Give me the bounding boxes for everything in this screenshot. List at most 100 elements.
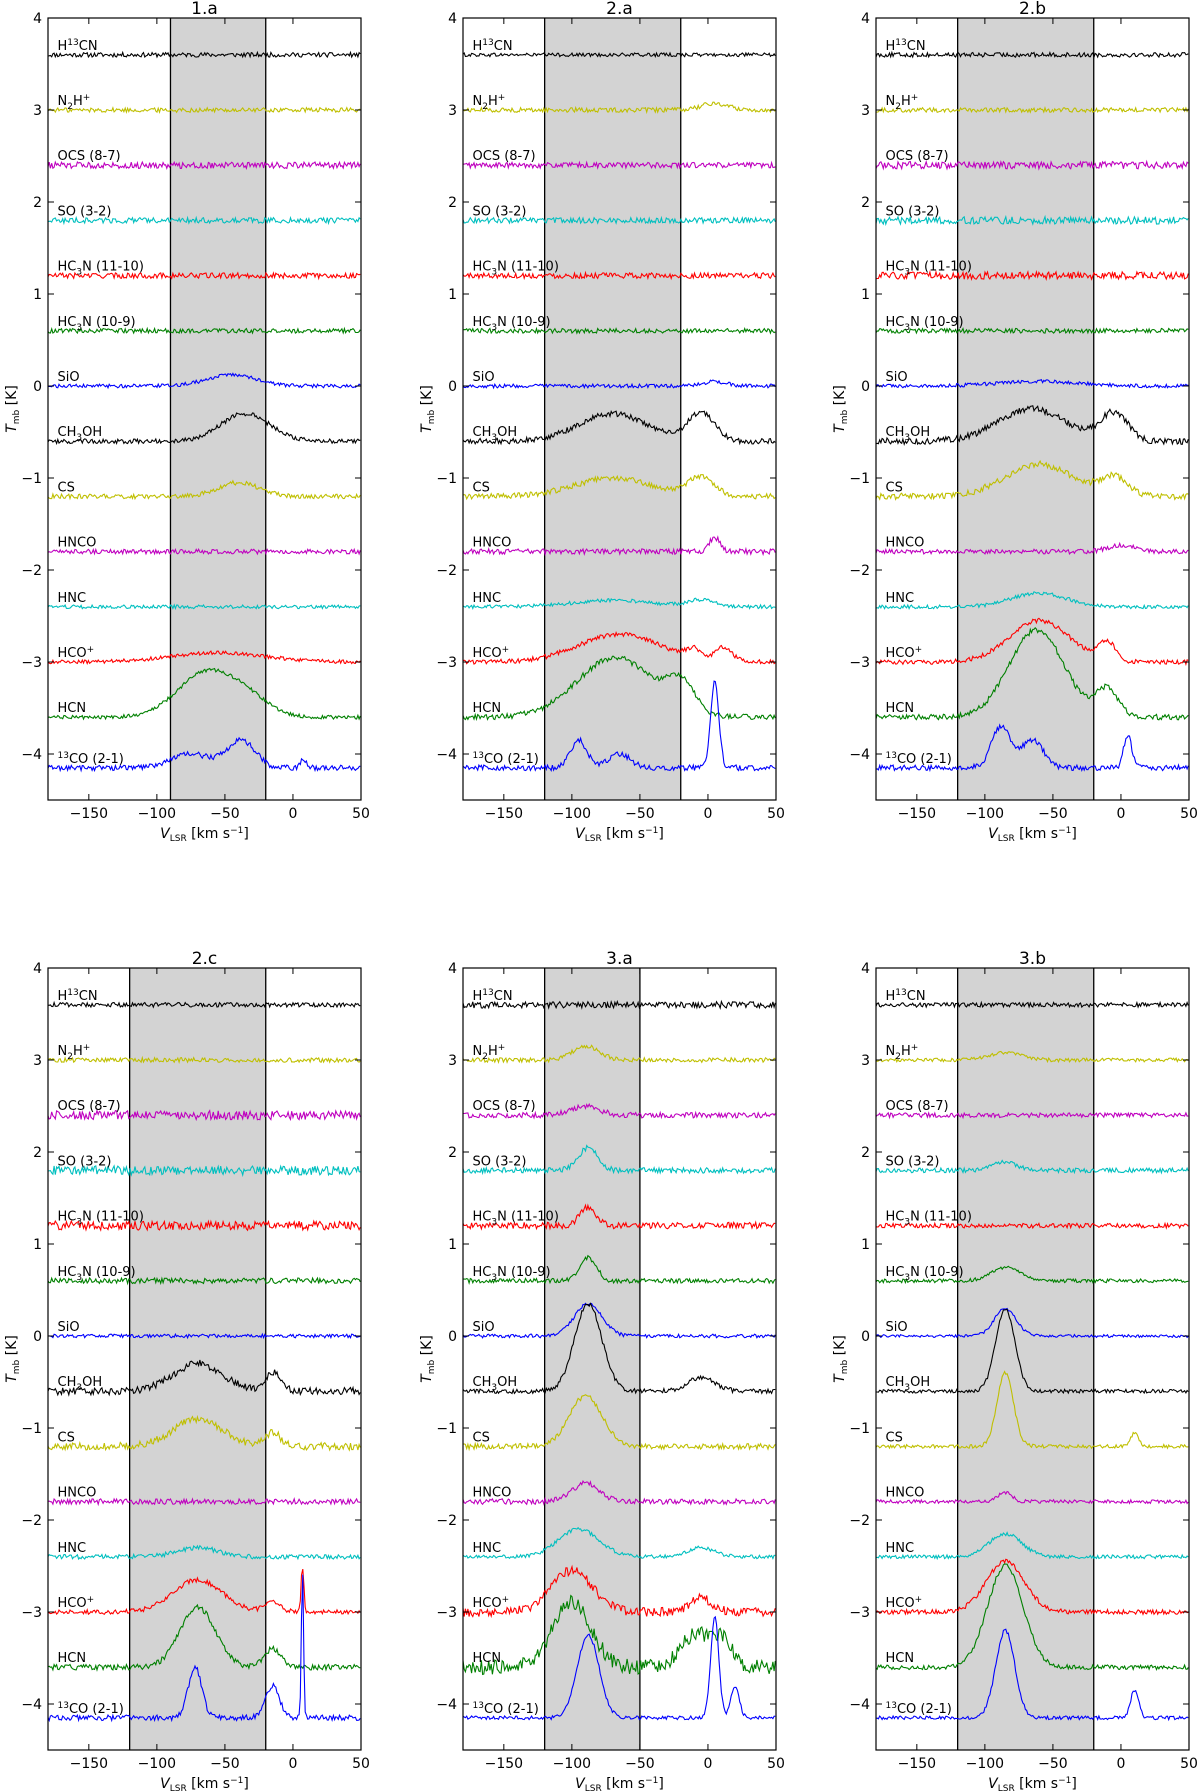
x-axis-label: VLSR [km s−1] (575, 826, 664, 844)
y-tick-label: −4 (21, 1697, 42, 1713)
series-label: CH3OH (58, 1375, 103, 1393)
spectrum-line (48, 1000, 361, 1009)
series-label: CS (473, 480, 490, 495)
series-label: HCN (473, 1651, 502, 1666)
spectrum-line (463, 410, 776, 446)
y-tick-label: 4 (861, 11, 870, 27)
y-tick-label: −1 (21, 471, 42, 487)
series-label: SO (3-2) (58, 1154, 112, 1169)
spectrum-line (48, 667, 361, 721)
series-label: SiO (473, 370, 495, 385)
spectrum-line (48, 1164, 361, 1178)
spectrum-line (876, 378, 1189, 389)
spectrum-line (876, 1265, 1189, 1285)
y-tick-label: 3 (861, 1053, 870, 1069)
series-label: H13CN (886, 38, 926, 54)
spectrum-line (463, 1102, 776, 1120)
spectrum-line (48, 1603, 361, 1672)
y-tick-label: −3 (849, 1605, 870, 1621)
y-tick-label: −2 (849, 563, 870, 579)
series-label: CH3OH (473, 425, 518, 443)
spectrum-line (463, 1203, 776, 1231)
shaded-velocity-range (957, 968, 1094, 1750)
y-tick-label: 0 (33, 379, 42, 395)
series-label: N2H+ (473, 93, 506, 112)
y-axis-label: Tmb [K] (832, 385, 850, 433)
spectra-lines (463, 999, 776, 1721)
y-tick-label: 0 (448, 1329, 457, 1345)
series-label: HCO+ (886, 1595, 923, 1611)
y-axis-label: Tmb [K] (419, 385, 437, 433)
spectrum-line (463, 326, 776, 335)
series-label: HC3N (10-9) (473, 315, 551, 333)
spectrum-line (463, 597, 776, 611)
panel-title: 3.b (1019, 949, 1046, 969)
spectrum-line (48, 547, 361, 556)
axes-frame (47, 967, 362, 1751)
series-label: 13CO (2-1) (886, 1701, 952, 1717)
spectrum-line (463, 51, 776, 58)
spectrum-line (48, 1574, 361, 1723)
series-label: HC3N (11-10) (886, 260, 972, 278)
y-tick-label: 1 (861, 287, 870, 303)
x-tick-label: −100 (966, 1756, 1004, 1772)
spectrum-line (48, 1055, 361, 1064)
y-tick-label: −2 (21, 1513, 42, 1529)
panel-3-a: H13CN N2H+ OCS (8-7) SO (3-2) HC3N (11-10) HC… (419, 949, 785, 1791)
y-tick-label: 0 (861, 1329, 870, 1345)
spectrum-line (463, 1254, 776, 1285)
series-label: HC3N (11-10) (886, 1210, 972, 1228)
spectrum-line (463, 1526, 776, 1560)
y-tick-label: −2 (849, 1513, 870, 1529)
series-label: HCO+ (58, 645, 95, 661)
y-tick-label: −2 (21, 563, 42, 579)
y-tick-label: −2 (436, 1513, 457, 1529)
series-label: HNC (473, 591, 502, 606)
y-tick-label: 1 (861, 1237, 870, 1253)
spectrum-line (48, 1568, 361, 1616)
spectrum-line (463, 655, 776, 722)
series-label: HCO+ (886, 645, 923, 661)
series-label: 13CO (2-1) (58, 1701, 124, 1717)
y-tick-label: 2 (861, 195, 870, 211)
y-tick-label: −4 (849, 1697, 870, 1713)
y-tick-label: −4 (21, 747, 42, 763)
spectrum-line (463, 101, 776, 115)
series-label: SO (3-2) (473, 204, 527, 219)
y-tick-label: 3 (448, 103, 457, 119)
spectrum-line (876, 1308, 1189, 1395)
spectrum-line (48, 160, 361, 171)
spectrum-line (48, 1414, 361, 1452)
y-tick-label: −4 (436, 1697, 457, 1713)
y-tick-label: 0 (448, 379, 457, 395)
series-label: 13CO (2-1) (886, 751, 952, 767)
y-tick-label: −3 (21, 655, 42, 671)
y-tick-label: 4 (448, 961, 457, 977)
x-tick-label: 0 (1116, 806, 1125, 822)
panel-title: 3.a (606, 949, 633, 969)
series-label: OCS (8-7) (58, 149, 121, 164)
series-label: 13CO (2-1) (473, 751, 539, 767)
series-label: HCN (886, 701, 915, 716)
spectra-lines (48, 50, 361, 773)
spectra-lines (463, 51, 776, 772)
series-label: HNC (58, 1541, 87, 1556)
x-tick-label: 50 (1180, 806, 1198, 822)
spectrum-line (48, 326, 361, 335)
spectrum-line (48, 1332, 361, 1340)
spectrum-line (48, 479, 361, 501)
x-tick-label: −100 (966, 806, 1004, 822)
series-label: 13CO (2-1) (473, 1701, 539, 1717)
series-label: HCN (886, 1651, 915, 1666)
x-tick-label: −150 (898, 806, 936, 822)
spectrum-line (876, 1490, 1189, 1505)
series-label: HNC (886, 1541, 915, 1556)
spectrum-line (463, 631, 776, 665)
x-tick-label: 50 (352, 1756, 370, 1772)
spectrum-line (463, 1564, 776, 1619)
spectrum-line (876, 1111, 1189, 1120)
series-label: HC3N (10-9) (886, 1265, 964, 1283)
spectrum-line (48, 412, 361, 446)
x-axis-label: VLSR [km s−1] (988, 1776, 1077, 1791)
series-label: HCN (58, 701, 87, 716)
